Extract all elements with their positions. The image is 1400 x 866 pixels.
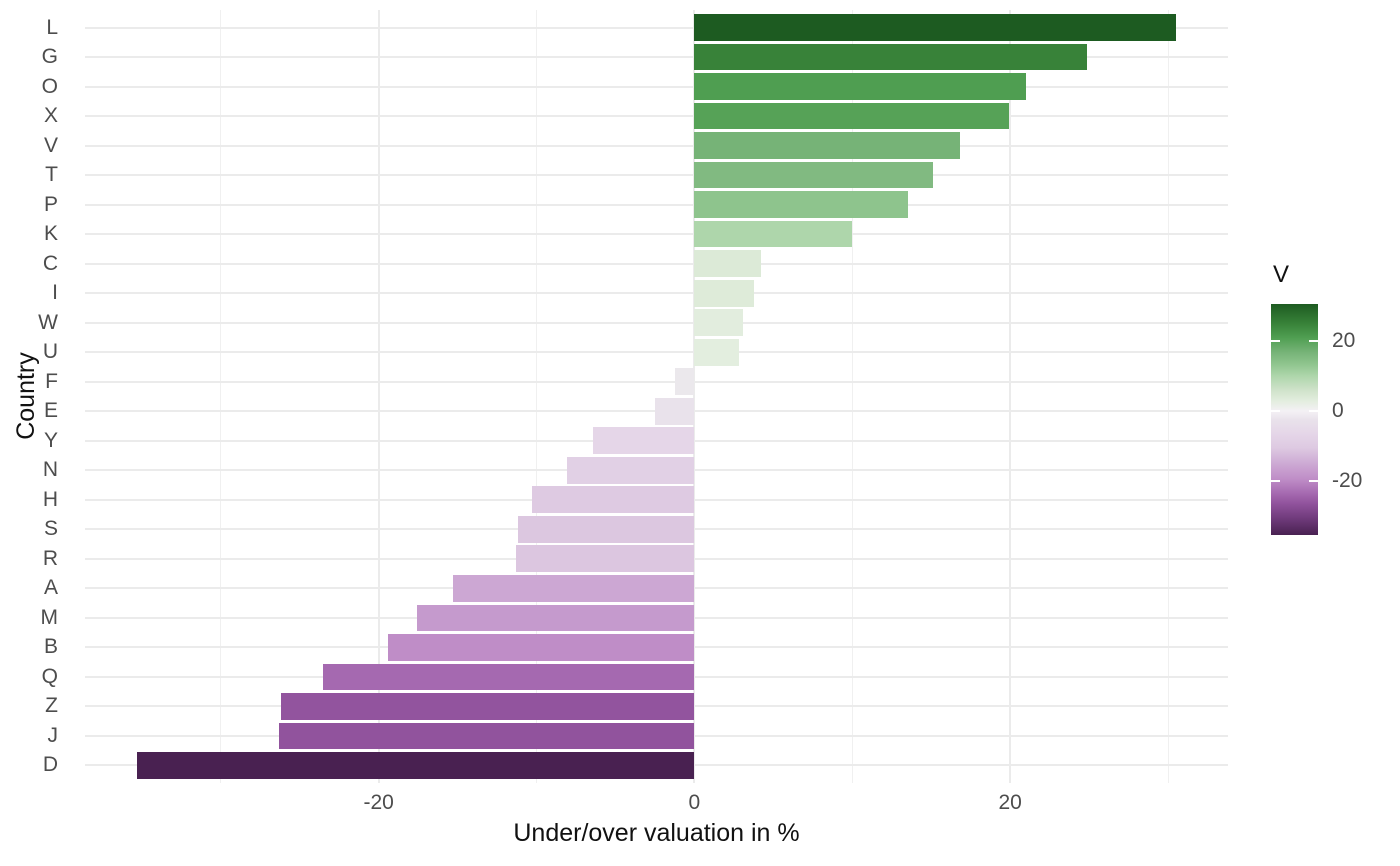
y-tick-label-J: J: [47, 723, 59, 747]
bar-B: [388, 634, 695, 661]
y-tick-label-P: P: [43, 192, 58, 216]
bar-R: [515, 545, 695, 573]
y-tick-label-Q: Q: [41, 664, 58, 688]
bar-I: [694, 279, 755, 307]
bar-N: [566, 456, 695, 484]
bar-O: [694, 73, 1026, 100]
y-tick-label-G: G: [41, 45, 58, 69]
bar-A: [452, 574, 695, 602]
y-tick-label-R: R: [42, 546, 58, 570]
bar-G: [694, 43, 1088, 71]
bar-Z: [280, 693, 695, 720]
bar-X: [694, 102, 1009, 130]
legend-title: V: [1273, 261, 1290, 288]
y-tick-label-H: H: [42, 487, 58, 511]
y-tick-label-F: F: [45, 369, 58, 393]
y-gridline-X: [85, 115, 1228, 118]
bar-U: [694, 338, 739, 366]
y-gridline-O: [85, 85, 1228, 88]
y-tick-label-M: M: [40, 605, 59, 629]
y-gridline-I: [85, 292, 1228, 295]
bar-W: [694, 309, 744, 336]
bar-J: [279, 722, 695, 750]
x-axis-title: Under/over valuation in %: [513, 819, 800, 847]
bar-E: [654, 397, 695, 425]
bar-T: [694, 161, 933, 189]
y-gridline-C: [85, 262, 1228, 265]
bar-Q: [323, 663, 695, 691]
bar-P: [694, 191, 908, 218]
y-tick-label-U: U: [42, 340, 58, 364]
y-tick-label-X: X: [43, 104, 58, 128]
y-gridline-W: [85, 321, 1228, 324]
y-tick-label-L: L: [46, 15, 58, 39]
y-tick-label-W: W: [38, 310, 58, 334]
y-tick-label-V: V: [43, 133, 58, 157]
y-tick-label-D: D: [42, 753, 58, 777]
bar-Y: [593, 427, 695, 455]
y-axis-title: Country: [12, 352, 40, 440]
y-tick-label-T: T: [45, 163, 58, 187]
bar-V: [694, 132, 960, 159]
y-gridline-G: [85, 56, 1228, 59]
legend-tick-mark: [1309, 339, 1318, 342]
y-gridline-P: [85, 203, 1228, 206]
y-tick-label-E: E: [43, 399, 58, 423]
y-tick-label-C: C: [42, 251, 58, 275]
legend-colorbar: [1271, 304, 1318, 535]
y-tick-label-Z: Z: [45, 694, 58, 718]
legend-tick-mark: [1271, 480, 1280, 483]
y-gridline-T: [85, 174, 1228, 177]
x-gridline-minor: [220, 10, 222, 783]
bar-M: [416, 604, 695, 632]
legend-tick-label--20: -20: [1332, 469, 1363, 493]
bar-L: [694, 14, 1176, 41]
y-tick-label-A: A: [43, 576, 58, 600]
y-gridline-L: [85, 26, 1228, 29]
x-tick-label--20: -20: [363, 791, 394, 814]
bar-D: [137, 752, 695, 779]
legend-tick-mark: [1271, 410, 1280, 413]
legend-tick-label-20: 20: [1332, 328, 1356, 352]
y-tick-label-Y: Y: [43, 428, 58, 452]
y-tick-label-O: O: [41, 74, 58, 98]
x-gridline-major: [377, 10, 380, 783]
y-gridline-K: [85, 233, 1228, 236]
y-tick-label-I: I: [52, 281, 58, 305]
y-gridline-F: [85, 380, 1228, 383]
y-gridline-U: [85, 351, 1228, 354]
y-tick-label-K: K: [43, 222, 58, 246]
y-tick-label-N: N: [42, 458, 58, 482]
bar-H: [531, 486, 695, 514]
y-tick-label-S: S: [43, 517, 58, 541]
bar-S: [517, 515, 695, 543]
legend-tick-mark: [1309, 410, 1318, 413]
x-tick-label-20: 20: [998, 791, 1022, 814]
x-tick-label-0: 0: [688, 791, 701, 814]
x-gridline-major: [1009, 10, 1012, 783]
y-gridline-V: [85, 144, 1228, 147]
bar-C: [694, 250, 761, 277]
x-gridline-minor: [536, 10, 538, 783]
x-gridline-minor: [851, 10, 853, 783]
x-gridline-minor: [1167, 10, 1169, 783]
legend-tick-mark: [1271, 339, 1280, 342]
bar-K: [694, 220, 853, 248]
y-tick-label-B: B: [43, 635, 58, 659]
legend-tick-mark: [1309, 480, 1318, 483]
legend-tick-label-0: 0: [1332, 399, 1344, 423]
x-gridline-major: [693, 10, 696, 783]
bar-F: [675, 368, 695, 396]
